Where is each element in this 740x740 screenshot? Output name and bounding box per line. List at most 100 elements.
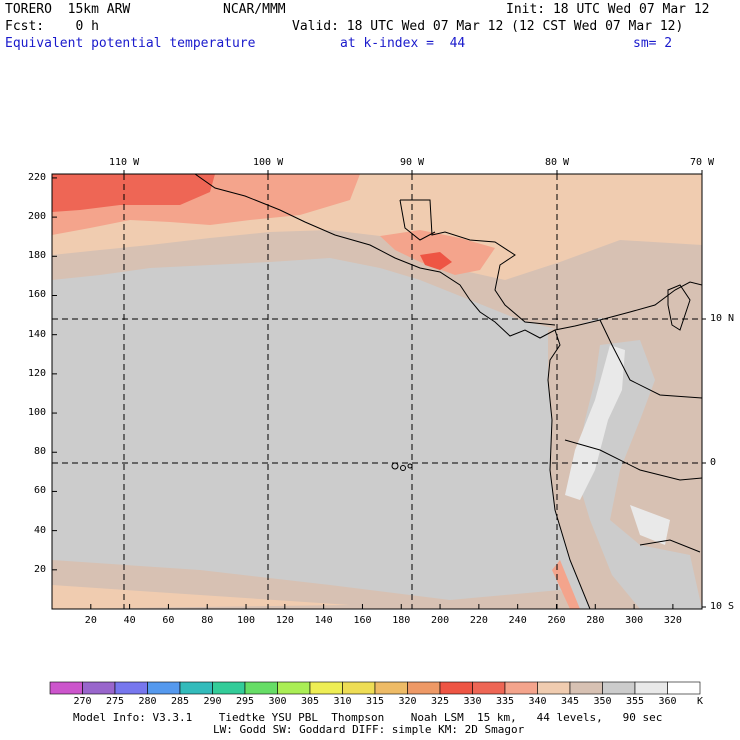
colorbar-swatch [179, 681, 213, 695]
model-name: TORERO 15km ARW [5, 2, 131, 17]
x-tick-label: 40 [123, 615, 136, 626]
colorbar-label: 280 [138, 696, 157, 707]
x-tick-label: 260 [547, 615, 566, 626]
colorbar-swatch [147, 681, 181, 695]
forecast-hour: Fcst: 0 h [5, 19, 99, 34]
init-time: Init: 18 UTC Wed 07 Mar 12 [506, 2, 710, 17]
y-tick-label: 200 [28, 211, 47, 223]
colorbar-label: 295 [236, 696, 255, 707]
theta-e-field [52, 174, 702, 609]
field-band-340-south [52, 585, 350, 609]
colorbar-label: 350 [593, 696, 612, 707]
colorbar-label: 305 [301, 696, 320, 707]
model-info: Model Info: V3.3.1 Tiedtke YSU PBL Thomp… [73, 711, 663, 724]
colorbar-label: 325 [431, 696, 450, 707]
colorbar-label: 335 [496, 696, 515, 707]
colorbar-label: 320 [398, 696, 417, 707]
colorbar-swatch [114, 681, 148, 695]
lon-label: 100 W [253, 157, 284, 168]
x-tick-label: 240 [508, 615, 527, 626]
level-info: at k-index = 44 [340, 36, 466, 51]
colorbar-swatch [49, 681, 83, 695]
colorbar-unit: K [697, 696, 704, 707]
colorbar-label: 275 [106, 696, 125, 707]
x-tick-label: 140 [314, 615, 333, 626]
field-coast-335 [552, 560, 580, 609]
y-tick-label: 120 [28, 367, 47, 379]
y-tick-label: 80 [34, 446, 47, 458]
x-tick-label: 100 [237, 615, 256, 626]
lat-label: 0 [710, 457, 717, 468]
center-name: NCAR/MMM [223, 2, 286, 17]
x-tick-label: 20 [84, 615, 97, 626]
y-tick-label: 160 [28, 289, 47, 301]
colorbar-swatch [667, 681, 701, 695]
lat-label: 10 S [710, 601, 735, 612]
lon-label: 110 W [109, 157, 140, 168]
smoothing-info: sm= 2 [633, 36, 673, 51]
pacific-coastline [194, 174, 702, 339]
colorbar-label: 290 [203, 696, 222, 707]
colorbar-swatch [407, 681, 441, 695]
field-patch-325 [420, 252, 452, 270]
colorbar-label: 315 [366, 696, 385, 707]
lon-label: 90 W [400, 157, 425, 168]
lat-label: 10 N [710, 313, 735, 324]
x-tick-label: 300 [625, 615, 644, 626]
colorbar-swatch [244, 681, 278, 695]
colorbar-label: 330 [463, 696, 482, 707]
lat-lon-grid [52, 174, 702, 609]
colorbar-swatch [309, 681, 343, 695]
galapagos-island-2 [400, 465, 406, 471]
colorbar-swatch [82, 681, 116, 695]
colorbar-swatch [439, 681, 473, 695]
caribbean-coastline [400, 199, 556, 326]
colorbar-swatch [472, 681, 506, 695]
field-andes-355-south [630, 505, 670, 545]
axis-ticks [52, 170, 706, 609]
colorbar-swatch [374, 681, 408, 695]
colorbar-label: 300 [268, 696, 287, 707]
x-tick-label: 120 [275, 615, 294, 626]
colorbar-label: 285 [171, 696, 190, 707]
y-tick-label: 60 [34, 485, 47, 497]
colorbar-label: 270 [73, 696, 92, 707]
colorbar-label: 340 [528, 696, 547, 707]
colorbar-label: 345 [561, 696, 580, 707]
colorbar-swatch [212, 681, 246, 695]
colorbar-swatch [537, 681, 571, 695]
x-tick-label: 320 [663, 615, 682, 626]
colorbar-swatch [569, 681, 603, 695]
colorbar-label: 360 [658, 696, 677, 707]
lake-maracaibo [667, 284, 691, 331]
colorbar-swatch [342, 681, 376, 695]
colorbar-swatch [634, 681, 668, 695]
y-tick-label: 180 [28, 250, 47, 262]
valid-time: Valid: 18 UTC Wed 07 Mar 12 (12 CST Wed … [292, 19, 684, 34]
x-tick-label: 220 [469, 615, 488, 626]
physics-info: LW: Godd SW: Goddard DIFF: simple KM: 2D… [213, 723, 525, 736]
x-tick-label: 180 [392, 615, 411, 626]
field-andes-355 [565, 345, 625, 500]
peru-brazil-border [639, 539, 701, 553]
y-tick-label: 100 [28, 407, 47, 419]
field-patch-330-nw [52, 174, 215, 212]
ecuador-peru-border [564, 439, 702, 481]
x-tick-label: 200 [431, 615, 450, 626]
x-tick-label: 60 [162, 615, 175, 626]
lon-label: 70 W [690, 157, 715, 168]
field-name: Equivalent potential temperature [5, 36, 256, 51]
lon-label: 80 W [545, 157, 570, 168]
y-tick-label: 40 [34, 524, 47, 536]
x-tick-label: 280 [586, 615, 605, 626]
colorbar-swatch [602, 681, 636, 695]
colorbar-label: 310 [333, 696, 352, 707]
y-tick-label: 220 [28, 171, 47, 183]
colombia-border [599, 319, 702, 399]
x-tick-label: 160 [353, 615, 372, 626]
x-tick-label: 80 [201, 615, 214, 626]
y-tick-label: 140 [28, 328, 47, 340]
colorbar-swatch [504, 681, 538, 695]
